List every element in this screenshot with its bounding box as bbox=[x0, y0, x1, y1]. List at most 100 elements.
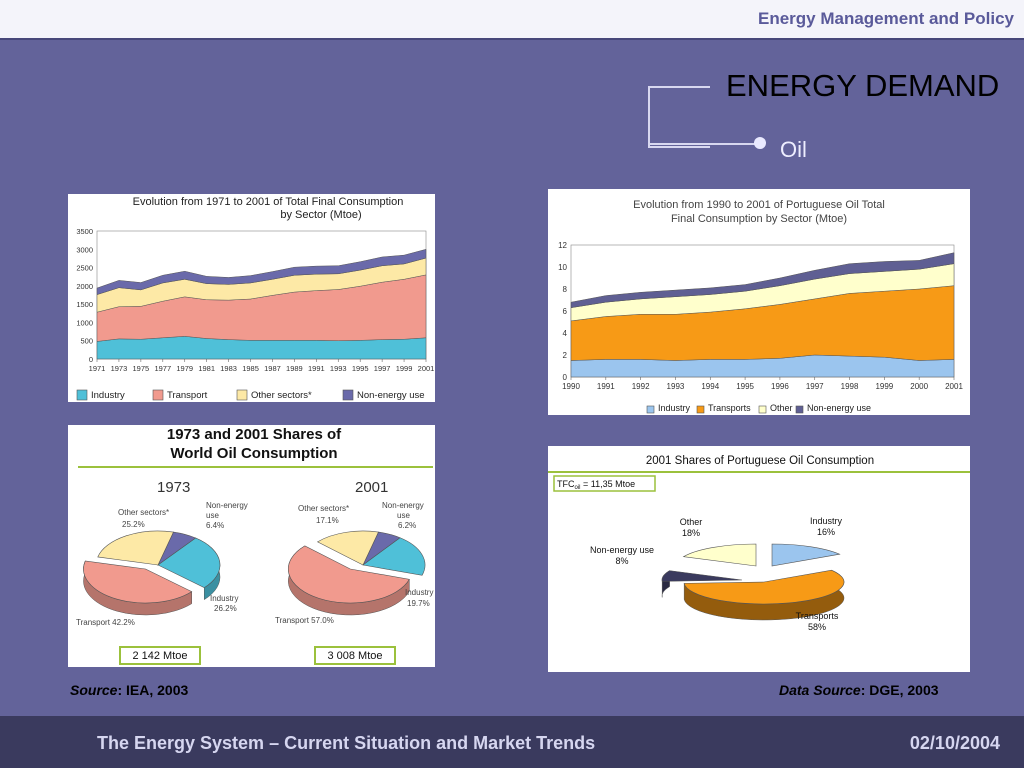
x-tick-label: 1983 bbox=[220, 364, 237, 373]
world-oil-shares-panel: 1973 and 2001 Shares of World Oil Consum… bbox=[68, 425, 435, 667]
y-tick-label: 2000 bbox=[76, 282, 93, 291]
x-tick-label: 1995 bbox=[352, 364, 369, 373]
source-right-label: Data Source bbox=[779, 682, 861, 698]
x-tick-label: 1990 bbox=[562, 382, 580, 391]
legend-label: Other bbox=[770, 403, 793, 413]
pie-slice-other-sectors- bbox=[97, 530, 174, 566]
pie-year: 1973 bbox=[157, 479, 190, 496]
source-left: Source: IEA, 2003 bbox=[70, 682, 188, 698]
slide-title: ENERGY DEMAND bbox=[726, 68, 1000, 103]
x-tick-label: 1998 bbox=[841, 382, 859, 391]
legend-swatch bbox=[795, 405, 804, 414]
pie-slice-non-energy-use bbox=[661, 570, 743, 582]
x-tick-label: 1996 bbox=[771, 382, 789, 391]
chart-title: Final Consumption by Sector (Mtoe) bbox=[671, 213, 847, 225]
portugal-oil-shares-panel: 2001 Shares of Portuguese Oil Consumptio… bbox=[548, 446, 970, 672]
pie-label: Industry bbox=[405, 588, 433, 597]
pie-slice-other bbox=[682, 543, 757, 567]
x-tick-label: 1977 bbox=[154, 364, 171, 373]
chart-title: Evolution from 1990 to 2001 of Portugues… bbox=[633, 199, 885, 211]
x-tick-label: 1991 bbox=[597, 382, 615, 391]
pie-slice-transport bbox=[83, 560, 193, 604]
x-tick-label: 1997 bbox=[374, 364, 391, 373]
pie-label: Non-energy bbox=[382, 501, 424, 510]
pie-year: 2001 bbox=[355, 479, 388, 496]
world-tfc-chart-panel: Evolution from 1971 to 2001 of Total Fin… bbox=[68, 194, 435, 402]
x-tick-label: 1991 bbox=[308, 364, 325, 373]
y-tick-label: 10 bbox=[558, 263, 567, 272]
pie-label: Industry bbox=[810, 516, 843, 526]
portugal-oil-chart: Evolution from 1990 to 2001 of Portugues… bbox=[558, 199, 963, 414]
y-tick-label: 3500 bbox=[76, 227, 93, 236]
legend-label: Industry bbox=[658, 403, 691, 413]
header-bar: Energy Management and Policy bbox=[0, 0, 1024, 40]
x-tick-label: 1997 bbox=[806, 382, 824, 391]
total-2001: 3 008 Mtoe bbox=[327, 650, 382, 662]
source-left-value: : IEA, 2003 bbox=[117, 682, 189, 698]
bracket-decoration bbox=[648, 86, 710, 148]
legend-swatch bbox=[76, 389, 88, 401]
y-tick-label: 12 bbox=[558, 241, 567, 250]
world-tfc-chart: Evolution from 1971 to 2001 of Total Fin… bbox=[76, 196, 434, 401]
pie-slice-industry bbox=[362, 537, 426, 576]
y-tick-label: 2500 bbox=[76, 264, 93, 273]
x-tick-label: 1971 bbox=[89, 364, 106, 373]
pie-label: Other bbox=[680, 517, 703, 527]
legend-label: Other sectors* bbox=[251, 390, 312, 401]
y-tick-label: 2 bbox=[563, 351, 568, 360]
x-tick-label: 1999 bbox=[396, 364, 413, 373]
y-tick-label: 1000 bbox=[76, 318, 93, 327]
pie-label: Industry bbox=[210, 594, 238, 603]
pie-slice-other-sectors- bbox=[316, 530, 379, 566]
slide-subtitle: Oil bbox=[780, 137, 807, 162]
source-right: Data Source: DGE, 2003 bbox=[779, 682, 939, 698]
pie-pct: 19.7% bbox=[407, 599, 430, 608]
pie-pct: 18% bbox=[682, 528, 700, 538]
legend-label: Transport bbox=[167, 390, 208, 401]
y-tick-label: 3000 bbox=[76, 245, 93, 254]
x-tick-label: 2000 bbox=[910, 382, 928, 391]
chart-title: 2001 Shares of Portuguese Oil Consumptio… bbox=[646, 455, 874, 467]
legend-swatch bbox=[342, 389, 354, 401]
pie-pct: 16% bbox=[817, 527, 835, 537]
legend-swatch bbox=[758, 405, 767, 414]
x-tick-label: 1995 bbox=[736, 382, 754, 391]
x-tick-label: 1979 bbox=[176, 364, 193, 373]
footer-date: 02/10/2004 bbox=[909, 733, 1000, 753]
pie-label: Non-energy use bbox=[590, 545, 654, 555]
total-box bbox=[119, 646, 201, 665]
x-tick-label: 1999 bbox=[875, 382, 893, 391]
legend-label: Industry bbox=[91, 390, 125, 401]
x-tick-label: 1993 bbox=[330, 364, 347, 373]
pie-label: Other sectors* bbox=[118, 508, 169, 517]
pie-pct: 8% bbox=[615, 556, 628, 566]
y-tick-label: 6 bbox=[563, 307, 568, 316]
legend-swatch bbox=[646, 405, 655, 414]
pie-slice-industry bbox=[157, 537, 221, 588]
chart-title: World Oil Consumption bbox=[170, 445, 337, 462]
pie-pct: 17.1% bbox=[316, 516, 339, 525]
portugal-oil-chart-panel: Evolution from 1990 to 2001 of Portugues… bbox=[548, 189, 970, 415]
legend-label: Transports bbox=[708, 403, 751, 413]
portugal-oil-shares-chart: 2001 Shares of Portuguese Oil Consumptio… bbox=[548, 455, 970, 632]
y-tick-label: 8 bbox=[563, 285, 568, 294]
footer-title: The Energy System – Current Situation an… bbox=[97, 733, 596, 753]
source-right-value: : DGE, 2003 bbox=[860, 682, 939, 698]
pie-label: Non-energy bbox=[206, 501, 248, 510]
y-tick-label: 0 bbox=[89, 355, 93, 364]
chart-title: Evolution from 1971 to 2001 of Total Fin… bbox=[133, 196, 404, 208]
pie-label: use bbox=[397, 511, 410, 520]
bracket-line bbox=[648, 143, 760, 145]
pie-label: Other sectors* bbox=[298, 504, 349, 513]
total-1973: 2 142 Mtoe bbox=[132, 650, 187, 662]
pie-label: Transports bbox=[796, 611, 839, 621]
footer-bar: The Energy System – Current Situation an… bbox=[0, 716, 1024, 768]
pie-label: use bbox=[206, 511, 219, 520]
area-series-non-energy-use bbox=[570, 252, 955, 308]
x-tick-label: 1987 bbox=[264, 364, 281, 373]
legend-swatch bbox=[152, 389, 164, 401]
x-tick-label: 2001 bbox=[945, 382, 963, 391]
world-oil-shares-chart: 1973 and 2001 Shares of World Oil Consum… bbox=[76, 426, 433, 665]
pie-slice-transports bbox=[683, 569, 845, 605]
tfc-label: TFCoil = 11,35 Mtoe bbox=[557, 479, 635, 491]
